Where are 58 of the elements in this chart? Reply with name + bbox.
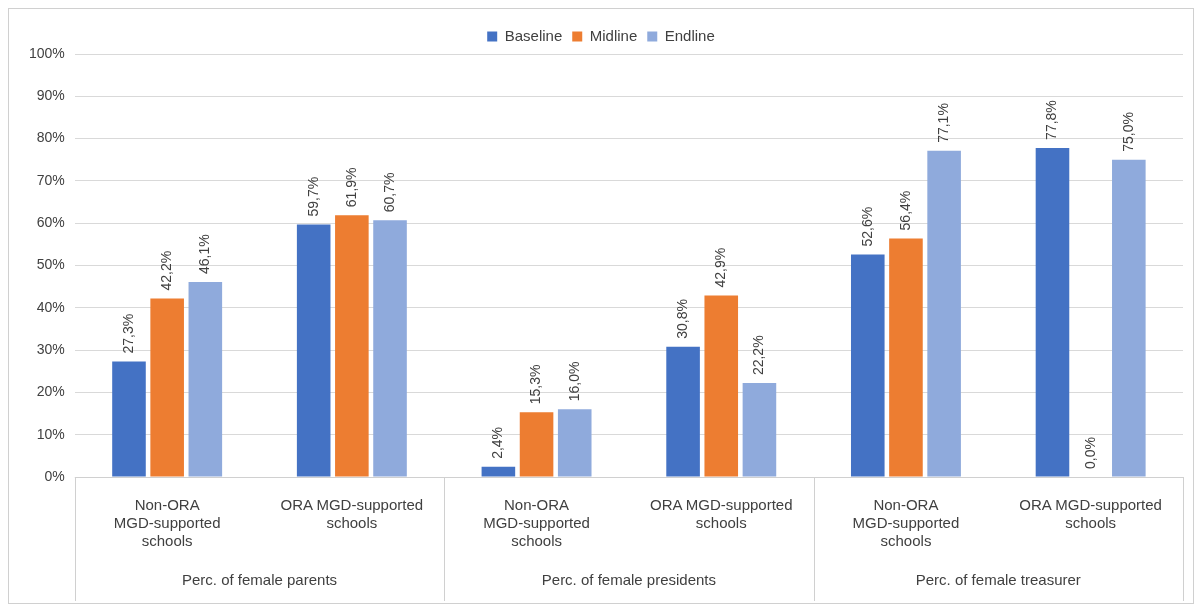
bar <box>150 298 184 477</box>
bar <box>112 361 146 477</box>
bar <box>188 282 223 477</box>
bar <box>704 295 739 477</box>
data-label: 22,2% <box>750 335 767 376</box>
x-tick-label: Non-ORA MGD-supported schools <box>852 496 960 550</box>
legend-label: Midline <box>589 26 638 44</box>
data-label: 42,2% <box>158 250 175 291</box>
y-tick-label: 100% <box>28 44 65 61</box>
y-tick-label: 0% <box>44 467 65 484</box>
legend-label: Baseline <box>504 26 563 44</box>
data-label: 61,9% <box>342 167 359 208</box>
data-label: 59,7% <box>304 176 321 217</box>
bar <box>1112 159 1146 477</box>
bar <box>481 466 516 477</box>
data-label: 2,4% <box>489 426 506 459</box>
y-tick-label: 50% <box>36 256 65 273</box>
bar <box>296 224 331 477</box>
text: Perc. of female presidents <box>541 571 717 589</box>
data-label: 75,0% <box>1119 112 1136 152</box>
y-tick-label: 70% <box>36 171 65 188</box>
data-label: 60,7% <box>380 172 397 213</box>
y-tick-label: 80% <box>36 129 65 146</box>
y-tick-label: 40% <box>36 298 65 315</box>
bar <box>666 346 700 477</box>
y-tick-label: 20% <box>36 383 65 400</box>
y-tick-label: 90% <box>36 87 65 104</box>
data-label: 56,4% <box>896 190 913 231</box>
data-label: 15,3% <box>527 364 544 405</box>
text: Perc. of female parents <box>181 571 338 589</box>
y-tick-label: 10% <box>36 425 65 442</box>
data-label: 27,3% <box>119 313 136 354</box>
bar <box>373 220 407 477</box>
y-tick-label: 30% <box>36 340 65 357</box>
y-tick-label: 60% <box>36 214 65 231</box>
bar <box>742 383 777 477</box>
data-label: 42,9% <box>712 247 729 288</box>
x-tick-label: ORA MGD-supported schools <box>280 496 424 532</box>
data-label: 52,6% <box>858 206 875 247</box>
data-label: 30,8% <box>673 299 690 339</box>
bar <box>335 215 369 477</box>
text: Perc. of female treasurer <box>915 571 1081 589</box>
bar <box>557 409 592 477</box>
legend-label: Endline <box>664 26 715 44</box>
data-label: 16,0% <box>565 361 582 402</box>
data-label: 0,0% <box>1081 437 1098 469</box>
bar <box>927 150 961 477</box>
bar <box>519 412 554 477</box>
bar <box>1035 147 1070 477</box>
data-label: 77,1% <box>934 103 951 143</box>
x-tick-label: Non-ORA MGD-supported schools <box>483 496 590 550</box>
x-tick-label: ORA MGD-supported schools <box>649 496 793 532</box>
x-tick-label: Non-ORA MGD-supported schools <box>113 496 221 550</box>
bar <box>850 254 885 477</box>
data-label: 77,8% <box>1043 100 1060 140</box>
bar <box>889 238 923 477</box>
data-label: 46,1% <box>196 234 213 274</box>
x-tick-label: ORA MGD-supported schools <box>1019 496 1162 532</box>
